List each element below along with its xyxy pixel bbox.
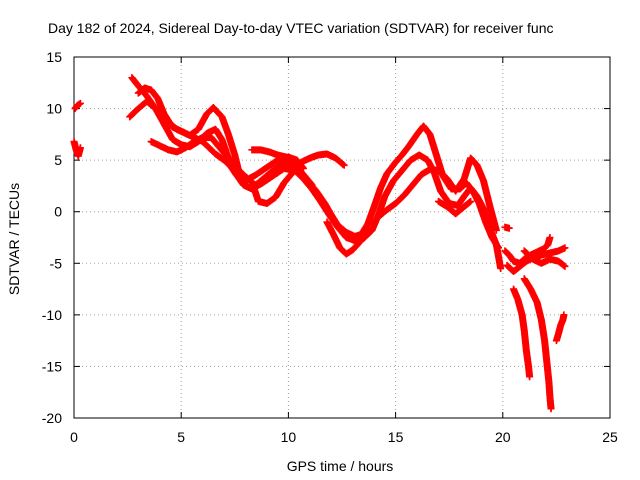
data-layer [70, 74, 569, 413]
data-point [561, 244, 569, 252]
series-arc-p [520, 275, 555, 413]
data-point [339, 160, 347, 168]
data-point [340, 161, 348, 169]
data-point [367, 225, 375, 233]
x-tick-label: 0 [70, 429, 78, 445]
series-arc-h [323, 218, 376, 258]
y-tick-label: -5 [50, 255, 63, 271]
data-point [560, 311, 568, 319]
chart-title: Day 182 of 2024, Sidereal Day-to-day VTE… [48, 20, 554, 36]
data-point [492, 226, 500, 234]
series-arc-j [434, 197, 475, 218]
series-arc-o [510, 285, 534, 381]
data-point [308, 181, 316, 189]
data-point [526, 373, 534, 381]
series-arc-q [552, 311, 568, 345]
data-point [561, 262, 569, 270]
y-tick-label: -20 [42, 410, 62, 426]
series-arc-b [71, 99, 84, 113]
series-arc-c [128, 74, 503, 252]
y-tick-label: 10 [46, 101, 62, 117]
series-arc-l [501, 234, 554, 267]
x-tick-label: 25 [602, 429, 618, 445]
data-point [547, 405, 555, 413]
x-tick-label: 15 [388, 429, 404, 445]
data-point [76, 99, 84, 107]
data-point [467, 197, 475, 205]
y-tick-label: 5 [54, 152, 62, 168]
axis-ticks: 0 5 10 15 20 25 -20 -15 -10 -5 0 5 10 15 [42, 49, 618, 445]
series-arc-a [70, 138, 84, 160]
data-point [546, 234, 554, 241]
x-axis-label: GPS time / hours [287, 458, 394, 474]
series-arc-g [248, 146, 316, 189]
y-tick-label: 15 [46, 49, 62, 65]
data-point [505, 224, 513, 232]
data-point [368, 224, 376, 232]
x-tick-label: 10 [281, 429, 297, 445]
series-arc-e [134, 84, 307, 185]
y-axis-label: SDTVAR / TECUs [6, 183, 22, 295]
series-arc-f [147, 133, 348, 207]
series-arc-i [374, 154, 500, 234]
series-arc-k [501, 223, 513, 232]
x-tick-label: 20 [495, 429, 511, 445]
y-tick-label: -10 [42, 307, 62, 323]
y-tick-label: 0 [54, 204, 62, 220]
plot-frame [73, 56, 611, 419]
x-tick-label: 5 [177, 429, 185, 445]
data-point [497, 264, 505, 272]
series-arc-n [520, 247, 569, 270]
y-tick-label: -15 [42, 358, 62, 374]
data-point [76, 144, 84, 152]
